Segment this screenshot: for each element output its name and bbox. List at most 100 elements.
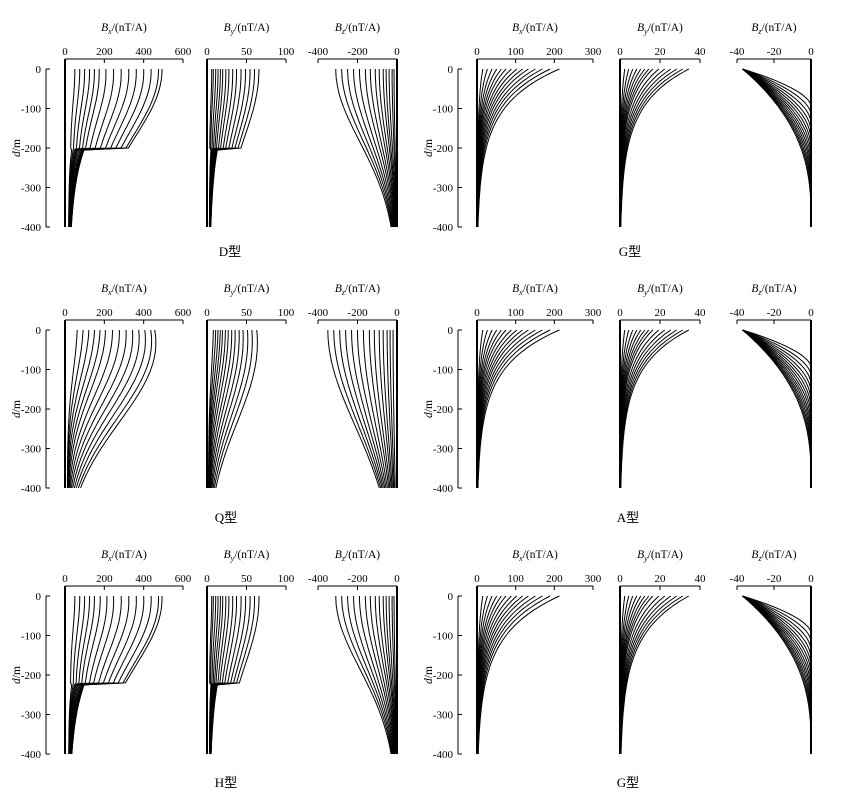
x-tick-label: 40 xyxy=(695,307,707,319)
x-tick-label: 0 xyxy=(474,46,480,58)
panel-q: 0 -100 -200 -300 -400 d/m Q型 0 200 400 600 Bx/(nT/A… xyxy=(11,283,400,525)
subplot-bz: -40 -20 0 Bz/(nT/A) xyxy=(730,549,814,754)
series-line xyxy=(620,329,678,489)
series-line xyxy=(382,69,397,228)
series-line xyxy=(209,330,236,489)
y-axis-label: d/m xyxy=(423,666,435,684)
x-axis-label: Bx/(nT/A) xyxy=(512,549,558,563)
x-tick-label: 400 xyxy=(135,307,152,319)
series-line xyxy=(77,329,153,489)
x-tick-label: 200 xyxy=(546,46,563,58)
x-axis-label: By/(nT/A) xyxy=(224,22,270,36)
subplot-bx: 0 100 200 300 Bx/(nT/A) xyxy=(474,22,602,228)
x-tick-label: 200 xyxy=(96,46,113,58)
x-tick-label: 300 xyxy=(585,573,602,585)
x-tick-label: 0 xyxy=(394,573,400,585)
series-line xyxy=(71,596,163,755)
x-tick-label: -400 xyxy=(308,307,329,319)
series-line xyxy=(213,329,253,489)
series-line xyxy=(620,329,690,488)
series-line xyxy=(210,69,260,228)
series-line xyxy=(359,596,395,755)
series-line xyxy=(327,330,380,489)
x-tick-label: 0 xyxy=(62,573,68,585)
series-line xyxy=(335,69,392,228)
series-line xyxy=(373,330,391,489)
y-tick-label: -300 xyxy=(433,444,454,456)
series-line xyxy=(70,596,145,755)
y-tick-label: -100 xyxy=(433,104,454,116)
subplot-bz: -400 -200 0 Bz/(nT/A) xyxy=(308,549,400,755)
x-tick-label: 100 xyxy=(278,46,295,58)
x-tick-label: 0 xyxy=(617,46,623,58)
series-line xyxy=(374,69,396,228)
series-line xyxy=(210,330,240,489)
y-axis-label: d/m xyxy=(11,400,23,418)
x-axis-label: Bx/(nT/A) xyxy=(101,283,147,297)
series-line xyxy=(477,68,560,228)
series-line xyxy=(742,68,812,227)
subplot-by: 0 20 40 By/(nT/A) xyxy=(617,549,706,755)
y-axis-label: d/m xyxy=(11,139,23,157)
x-tick-label: 0 xyxy=(808,46,814,58)
x-tick-label: -20 xyxy=(767,573,782,585)
subplot-bx: 0 200 400 600 Bx/(nT/A) xyxy=(62,283,192,489)
series-line xyxy=(382,596,397,755)
series-line xyxy=(378,69,396,228)
y-tick-label: -400 xyxy=(433,483,454,495)
x-axis-label: Bz/(nT/A) xyxy=(335,22,380,36)
subplot-bz: -40 -20 0 Bz/(nT/A) xyxy=(730,22,814,227)
series-line xyxy=(364,69,395,228)
x-tick-label: -40 xyxy=(730,573,745,585)
series-line xyxy=(335,596,392,755)
series-line xyxy=(212,329,249,489)
x-axis-label: Bz/(nT/A) xyxy=(751,283,796,297)
x-tick-label: 40 xyxy=(695,46,707,58)
x-tick-label: 0 xyxy=(617,573,623,585)
series-line xyxy=(353,596,394,755)
y-tick-label: -300 xyxy=(21,710,42,722)
x-axis-label: By/(nT/A) xyxy=(224,283,270,297)
x-tick-label: 0 xyxy=(808,307,814,319)
x-tick-label: -200 xyxy=(347,573,368,585)
series-line xyxy=(369,596,396,755)
series-line xyxy=(345,329,384,489)
x-tick-label: 100 xyxy=(507,573,524,585)
series-line xyxy=(341,69,393,228)
x-tick-label: 50 xyxy=(241,46,253,58)
series-line xyxy=(374,596,396,755)
series-line xyxy=(73,329,140,489)
x-tick-label: -400 xyxy=(308,573,329,585)
series-line xyxy=(369,69,396,228)
x-axis-label: Bz/(nT/A) xyxy=(335,549,380,563)
series-line xyxy=(477,329,560,489)
y-tick-label: -100 xyxy=(433,365,454,377)
series-line xyxy=(353,69,394,228)
x-axis-label: Bx/(nT/A) xyxy=(101,549,147,563)
series-line xyxy=(69,595,101,755)
x-tick-label: 50 xyxy=(241,307,253,319)
subplot-bx: 0 100 200 300 Bx/(nT/A) xyxy=(474,549,602,755)
x-tick-label: 0 xyxy=(62,307,68,319)
x-tick-label: 0 xyxy=(204,46,210,58)
subplot-by: 0 20 40 By/(nT/A) xyxy=(617,283,707,489)
y-tick-label: -400 xyxy=(21,483,42,495)
series-line xyxy=(70,69,163,228)
series-line xyxy=(742,595,812,754)
series-line xyxy=(347,69,393,228)
series-line xyxy=(382,330,393,489)
x-tick-label: 600 xyxy=(175,46,192,58)
x-tick-label: 0 xyxy=(394,46,400,58)
x-tick-label: 20 xyxy=(655,46,667,58)
series-line xyxy=(620,68,678,228)
x-tick-label: -400 xyxy=(308,46,329,58)
x-axis-label: Bz/(nT/A) xyxy=(751,22,796,36)
y-tick-label: -300 xyxy=(433,710,454,722)
y-tick-label: 0 xyxy=(448,591,454,603)
y-tick-label: -400 xyxy=(21,749,42,761)
y-tick-label: -200 xyxy=(21,670,42,682)
subplot-bz: -400 -200 0 Bz/(nT/A) xyxy=(308,283,400,489)
series-line xyxy=(67,329,95,489)
